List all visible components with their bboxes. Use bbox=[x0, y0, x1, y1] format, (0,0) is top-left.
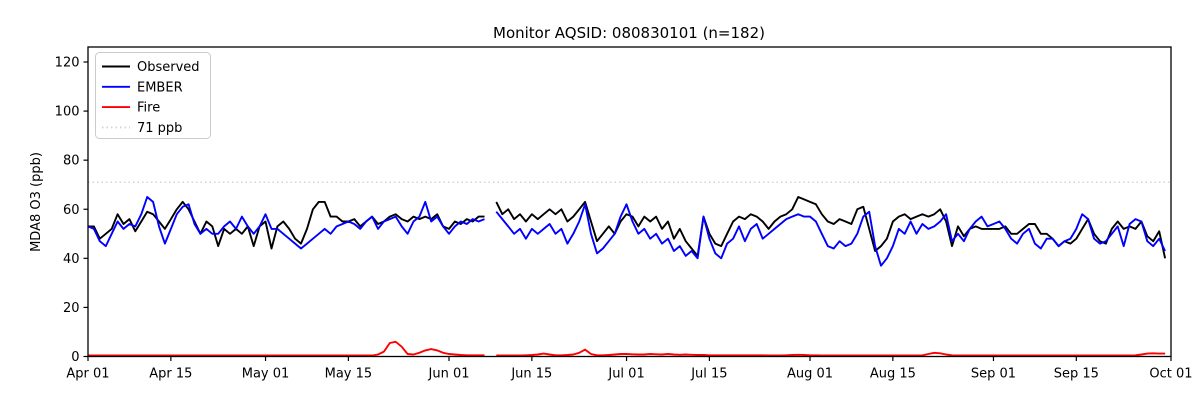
y-tick-label: 100 bbox=[55, 105, 80, 120]
y-tick-label: 120 bbox=[55, 56, 80, 71]
series-line-fire bbox=[88, 340, 1166, 357]
x-tick-label: Aug 15 bbox=[870, 367, 916, 382]
x-tick-label: Jun 15 bbox=[510, 367, 552, 382]
x-tick-label: Sep 01 bbox=[971, 367, 1016, 382]
x-tick-label: Jul 15 bbox=[690, 367, 727, 382]
y-axis-label: MDA8 O3 (ppb) bbox=[29, 152, 44, 252]
x-tick-label: Jun 01 bbox=[428, 367, 470, 382]
y-tick-label: 40 bbox=[63, 252, 80, 267]
x-tick-label: Aug 01 bbox=[787, 367, 833, 382]
series-lines bbox=[87, 196, 1167, 357]
x-tick-label: Oct 01 bbox=[1149, 367, 1192, 382]
y-tick-label: 80 bbox=[63, 154, 80, 169]
legend-label-observed: Observed bbox=[137, 60, 200, 75]
legend-label-71-ppb: 71 ppb bbox=[137, 121, 182, 136]
y-tick-label: 60 bbox=[63, 203, 80, 218]
y-ticks: 0 20 40 60 80 100 120 bbox=[55, 56, 88, 365]
plot-frame bbox=[87, 46, 1172, 358]
series-line-ember bbox=[87, 196, 1166, 267]
x-tick-label: May 15 bbox=[325, 367, 373, 382]
x-tick-label: Jul 01 bbox=[607, 367, 644, 382]
legend: Observed EMBER Fire 71 ppb bbox=[95, 52, 211, 139]
y-tick-label: 0 bbox=[71, 350, 79, 365]
legend-label-ember: EMBER bbox=[137, 80, 183, 95]
x-ticks: Apr 01 Apr 15 May 01 May 15 Jun 01 Jun 15 Jul … bbox=[66, 356, 1193, 382]
chart-title: Monitor AQSID: 080830101 (n=182) bbox=[493, 24, 765, 42]
y-tick-label: 20 bbox=[63, 301, 80, 316]
x-tick-label: Apr 01 bbox=[66, 367, 109, 382]
legend-box bbox=[95, 52, 211, 139]
x-tick-label: Sep 15 bbox=[1054, 367, 1099, 382]
x-tick-label: Apr 15 bbox=[149, 367, 192, 382]
legend-label-fire: Fire bbox=[137, 101, 160, 116]
x-tick-label: May 01 bbox=[242, 367, 290, 382]
